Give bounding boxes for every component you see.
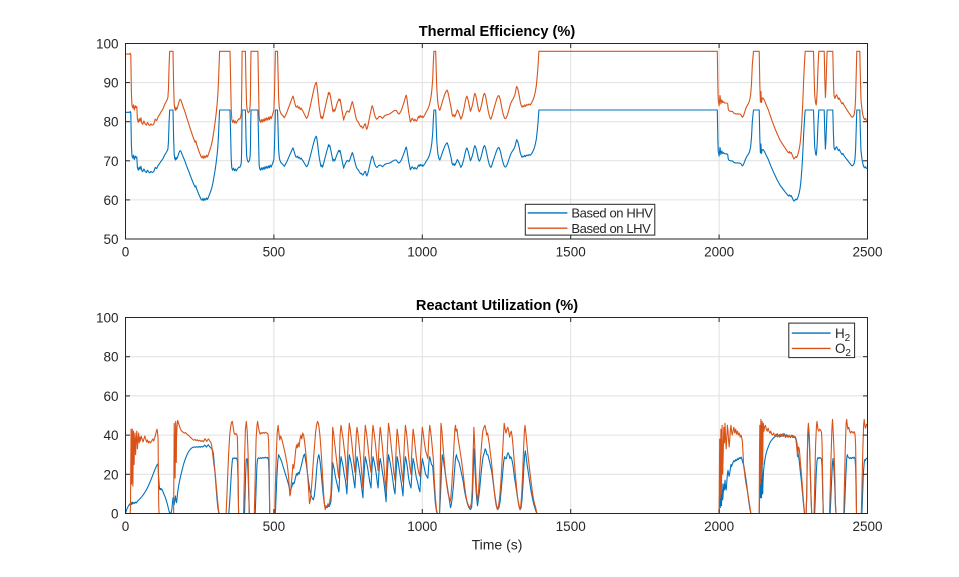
svg-text:0: 0	[122, 519, 130, 534]
svg-text:2500: 2500	[852, 519, 882, 534]
svg-text:90: 90	[103, 76, 118, 91]
svg-text:1500: 1500	[556, 519, 586, 534]
svg-text:60: 60	[103, 389, 118, 404]
svg-text:0: 0	[111, 507, 119, 522]
svg-text:Based on LHV: Based on LHV	[571, 221, 651, 236]
svg-text:80: 80	[103, 115, 118, 130]
svg-text:100: 100	[96, 311, 119, 326]
svg-text:Reactant Utilization (%): Reactant Utilization (%)	[416, 298, 578, 314]
svg-text:80: 80	[103, 350, 118, 365]
svg-text:50: 50	[103, 232, 118, 247]
svg-text:2000: 2000	[704, 519, 734, 534]
svg-text:2500: 2500	[852, 245, 882, 260]
svg-text:1000: 1000	[407, 245, 437, 260]
svg-text:60: 60	[103, 193, 118, 208]
svg-text:70: 70	[103, 154, 118, 169]
svg-text:Based on HHV: Based on HHV	[571, 206, 653, 221]
svg-text:2000: 2000	[704, 245, 734, 260]
svg-text:0: 0	[122, 245, 130, 260]
svg-text:500: 500	[263, 519, 286, 534]
svg-text:1500: 1500	[556, 245, 586, 260]
svg-text:100: 100	[96, 37, 119, 52]
svg-text:500: 500	[263, 245, 286, 260]
svg-text:20: 20	[103, 467, 118, 482]
svg-text:1000: 1000	[407, 519, 437, 534]
svg-text:Time (s): Time (s)	[472, 537, 523, 553]
svg-text:40: 40	[103, 428, 118, 443]
svg-text:Thermal Efficiency (%): Thermal Efficiency (%)	[419, 24, 576, 40]
